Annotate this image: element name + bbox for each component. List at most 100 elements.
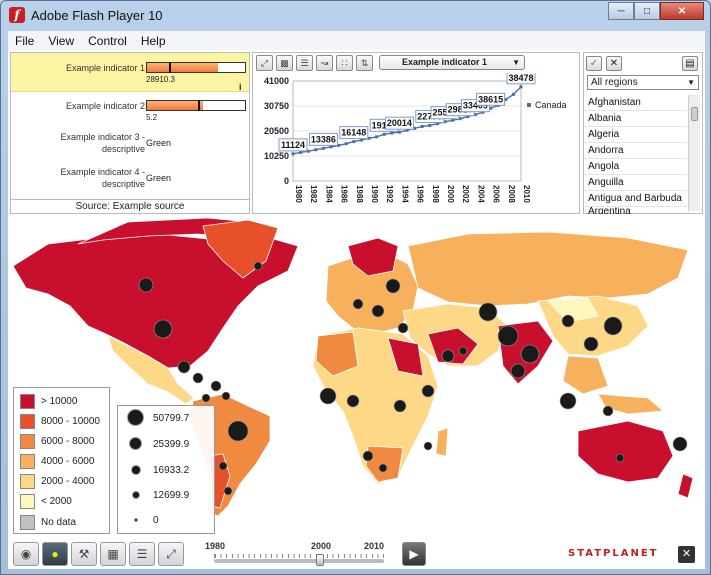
bubble[interactable] — [346, 394, 360, 408]
bubble[interactable] — [520, 344, 540, 364]
trash-icon[interactable]: ▤ — [682, 56, 698, 71]
bubble[interactable] — [227, 420, 249, 442]
bubble[interactable] — [393, 399, 407, 413]
bubble[interactable] — [615, 453, 625, 463]
country-item[interactable]: Argentina — [588, 207, 631, 214]
region-select[interactable]: All regions ▼ — [587, 75, 699, 90]
bubble[interactable] — [192, 372, 204, 384]
timeline-slider-knob[interactable] — [316, 554, 324, 566]
region-scandinavia[interactable] — [347, 237, 399, 277]
scatter-chart-icon[interactable]: ∷ — [336, 55, 353, 71]
bubbles-icon[interactable]: ● — [42, 542, 68, 566]
chart-indicator-select[interactable]: Example indicator 1 ▼ — [379, 55, 525, 70]
region-new-zealand[interactable] — [677, 473, 694, 499]
eye-icon[interactable]: ◉ — [13, 542, 39, 566]
sort-icon[interactable]: ⇅ — [356, 55, 373, 71]
line-chart-icon[interactable]: ↝ — [316, 55, 333, 71]
region-indonesia[interactable] — [597, 393, 664, 415]
menu-control[interactable]: Control — [88, 33, 127, 48]
bubble[interactable] — [138, 277, 154, 293]
region-mongolia[interactable] — [547, 297, 599, 323]
bubble[interactable] — [362, 450, 374, 462]
bubble[interactable] — [583, 336, 599, 352]
bubble[interactable] — [153, 319, 173, 339]
bubble[interactable] — [423, 441, 433, 451]
play-button[interactable]: ▶ — [402, 542, 426, 566]
world-map[interactable] — [8, 216, 705, 534]
timeline-slider[interactable] — [214, 559, 384, 563]
bubble[interactable] — [385, 278, 401, 294]
country-item[interactable]: Albania — [585, 111, 687, 127]
region-north-africa[interactable] — [315, 331, 359, 377]
bubble[interactable] — [371, 304, 385, 318]
bubble[interactable] — [223, 486, 233, 496]
info-icon[interactable]: i — [239, 82, 242, 92]
close-icon[interactable]: ✕ — [678, 546, 695, 563]
region-libya[interactable] — [387, 337, 424, 377]
region-central-america[interactable] — [107, 335, 195, 405]
bubble[interactable] — [218, 461, 228, 471]
country-item[interactable]: Antigua and Barbuda — [585, 191, 687, 207]
fullscreen-icon[interactable]: ⤢ — [158, 542, 184, 566]
legend-swatch — [20, 473, 35, 489]
region-madagascar[interactable] — [435, 427, 449, 457]
bubble[interactable] — [602, 405, 614, 417]
bubble[interactable] — [201, 393, 211, 403]
check-icon[interactable]: ✓ — [586, 56, 602, 71]
region-north-america[interactable] — [12, 233, 299, 369]
size-label: 16933.2 — [153, 465, 190, 476]
indicator-bar-fill — [147, 63, 218, 72]
close-window-button[interactable]: ✕ — [660, 2, 704, 20]
expand-chart-icon[interactable]: ⤢ — [256, 55, 273, 71]
bubble[interactable] — [210, 380, 222, 392]
clear-icon[interactable]: ✕ — [606, 56, 622, 71]
bubble[interactable] — [221, 391, 231, 401]
menu-help[interactable]: Help — [140, 33, 166, 48]
region-southeast-asia[interactable] — [562, 355, 609, 395]
bubble[interactable] — [478, 302, 498, 322]
scrollbar-thumb[interactable] — [691, 107, 698, 121]
bubble[interactable] — [458, 346, 468, 356]
bubble[interactable] — [497, 325, 519, 347]
table-icon[interactable]: ▦ — [100, 542, 126, 566]
indicator-row-2[interactable]: Example indicator 2 5.2 — [11, 93, 249, 127]
bubble[interactable] — [672, 436, 688, 452]
minimize-button[interactable]: ─ — [608, 2, 634, 20]
region-russia[interactable] — [407, 231, 689, 307]
bubble[interactable] — [352, 298, 364, 310]
data-label: 29817 — [448, 105, 473, 115]
bubble[interactable] — [397, 322, 409, 334]
menu-file[interactable]: File — [15, 33, 35, 48]
region-australia[interactable] — [577, 420, 674, 483]
bubble[interactable] — [378, 463, 388, 473]
bubble[interactable] — [319, 387, 337, 405]
bubble[interactable] — [603, 316, 623, 336]
country-item[interactable]: Angola — [585, 159, 687, 175]
bubble[interactable] — [510, 363, 526, 379]
map-canvas[interactable] — [8, 216, 705, 534]
bubble[interactable] — [559, 392, 577, 410]
statplanet-content: Example indicator 1 28910.3 i Example in… — [8, 50, 705, 569]
horizontal-bar-icon[interactable]: ☰ — [296, 55, 313, 71]
indicator-row-3[interactable]: Example indicator 3 - descriptive Green — [11, 128, 249, 162]
bubble[interactable] — [561, 314, 575, 328]
bar-chart-icon[interactable]: ▩ — [276, 55, 293, 71]
bubble[interactable] — [421, 384, 435, 398]
maximize-button[interactable]: □ — [634, 2, 660, 20]
bubble[interactable] — [177, 360, 191, 374]
bubble[interactable] — [441, 349, 455, 363]
wrench-icon[interactable]: ⚒ — [71, 542, 97, 566]
region-arabia[interactable] — [427, 327, 479, 365]
indicator-row-4[interactable]: Example indicator 4 - descriptive Green — [11, 163, 249, 197]
country-item[interactable]: Anguilla — [585, 175, 687, 191]
chart-panel: ⤢ ▩ ☰ ↝ ∷ ⇅ Example indicator 1 ▼ 41000 3… — [252, 52, 580, 214]
indicator-row-1[interactable]: Example indicator 1 28910.3 i — [11, 53, 249, 92]
bubble[interactable] — [253, 261, 263, 271]
country-item[interactable]: Andorra — [585, 143, 687, 159]
list-edit-icon[interactable]: ☰ — [129, 542, 155, 566]
country-item[interactable]: Algeria — [585, 127, 687, 143]
menu-view[interactable]: View — [48, 33, 75, 48]
country-item[interactable]: Afghanistan — [585, 95, 687, 111]
country-list-scrollbar[interactable] — [688, 95, 700, 211]
